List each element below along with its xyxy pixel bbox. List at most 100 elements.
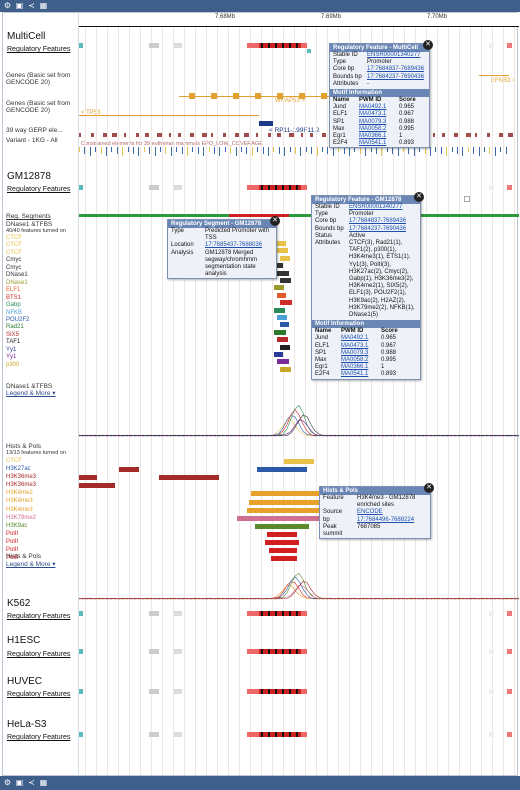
gerp-element[interactable] [268, 133, 271, 137]
gear-icon[interactable]: ⚙ [3, 778, 12, 787]
reg-feature-mark[interactable] [282, 732, 284, 737]
popup-value[interactable]: ENCODE [357, 509, 383, 516]
reg-feature[interactable] [507, 185, 512, 190]
gerp-element[interactable] [277, 133, 281, 137]
reg-feature-mark[interactable] [268, 649, 270, 654]
variant-mark[interactable] [208, 147, 210, 152]
popup-value[interactable]: 17:7684837-7689436 [367, 66, 425, 73]
multicell-reg-features-link[interactable]: Regulatory Features [7, 46, 71, 53]
reg-feature[interactable] [507, 649, 512, 654]
reg-feature-mark[interactable] [261, 649, 263, 654]
reg-feature[interactable] [507, 689, 512, 694]
motif-cell[interactable]: MA0058.2 [359, 125, 387, 132]
variant-mark[interactable] [327, 147, 329, 154]
hist-block[interactable] [284, 459, 314, 464]
gerp-element[interactable] [499, 133, 503, 137]
hist-block[interactable] [79, 475, 97, 481]
variant-mark[interactable] [386, 147, 388, 152]
reg-feature-mark[interactable] [282, 611, 284, 616]
variant-mark[interactable] [230, 147, 232, 154]
gerp-element[interactable] [112, 133, 117, 137]
tf-binding-site[interactable] [274, 307, 285, 313]
variant-mark[interactable] [392, 147, 394, 154]
reg-feature[interactable] [174, 611, 182, 616]
variant-mark[interactable] [197, 147, 199, 154]
reg-segments-label[interactable]: Reg. Segments [6, 213, 51, 220]
reg-feature-mark[interactable] [261, 185, 263, 190]
tf-binding-site[interactable] [280, 322, 289, 328]
variant-mark[interactable] [316, 147, 318, 156]
gerp-element[interactable] [475, 133, 477, 137]
motif-cell[interactable]: MA0079.3 [359, 118, 387, 125]
gerp-element[interactable] [244, 133, 249, 137]
reg-feature-mark[interactable] [275, 689, 277, 694]
reg-feature[interactable] [79, 732, 83, 737]
variant-mark[interactable] [122, 147, 124, 156]
close-icon[interactable]: ✕ [414, 192, 424, 202]
tf-binding-site[interactable] [277, 248, 288, 254]
variant-mark[interactable] [473, 147, 475, 154]
grid-icon[interactable]: ▦ [39, 1, 48, 10]
variant-mark[interactable] [424, 147, 426, 154]
reg-feature[interactable] [79, 689, 83, 694]
reg-feature[interactable] [507, 43, 512, 48]
reg-feature[interactable] [79, 43, 83, 48]
reg-feature-mark[interactable] [289, 649, 291, 654]
gerp-element[interactable] [235, 133, 239, 137]
reg-feature[interactable] [174, 689, 182, 694]
variant-mark[interactable] [322, 147, 323, 152]
gerp-element[interactable] [256, 133, 258, 137]
variant-mark[interactable] [257, 147, 259, 152]
gene-exon[interactable] [233, 93, 239, 99]
tf-binding-site[interactable] [277, 359, 289, 365]
variant-mark[interactable] [149, 147, 151, 154]
variant-mark[interactable] [241, 147, 242, 152]
motif-cell[interactable]: MA0473.1 [341, 342, 369, 349]
variant-mark[interactable] [224, 147, 226, 152]
variant-mark[interactable] [376, 147, 377, 154]
gerp-element[interactable] [190, 133, 194, 137]
reg-feature[interactable] [79, 611, 83, 616]
hist-block[interactable] [265, 540, 299, 545]
reg-feature-mark[interactable] [282, 43, 284, 48]
variant-mark[interactable] [273, 147, 275, 152]
hist-block[interactable] [159, 475, 219, 480]
motif-cell[interactable]: MA0473.1 [359, 111, 387, 118]
reg-feature-mark[interactable] [289, 689, 291, 694]
hist-block[interactable] [247, 507, 347, 513]
gerp-element[interactable] [310, 133, 313, 137]
variant-mark[interactable] [403, 147, 404, 152]
gerp-element[interactable] [178, 133, 181, 137]
variant-mark[interactable] [300, 147, 302, 156]
reg-feature-mark[interactable] [268, 689, 270, 694]
tf-binding-site[interactable] [274, 241, 286, 246]
gerp-element[interactable] [124, 133, 126, 137]
hists-pols-label[interactable]: Hists & Pols [6, 443, 42, 450]
tf-binding-site[interactable] [280, 344, 290, 350]
reg-feature-mark[interactable] [296, 185, 298, 190]
gene-wrap53[interactable]: WRAP53 > [275, 98, 305, 104]
reg-feature-mark[interactable] [296, 732, 298, 737]
variant-mark[interactable] [343, 147, 345, 154]
variant-mark[interactable] [284, 147, 286, 156]
tf-binding-site[interactable] [274, 285, 284, 291]
gerp-track-label[interactable]: 39 way GERP ele... [6, 127, 63, 134]
variant-mark[interactable] [305, 147, 307, 152]
gerp-element[interactable] [211, 133, 213, 137]
popup-value[interactable]: 17:7684837-7689436 [349, 218, 407, 225]
gene-tp53[interactable]: < TP53 [81, 110, 101, 116]
variant-mark[interactable] [251, 147, 253, 156]
share-icon[interactable]: ≺ [28, 1, 35, 10]
gene-exon[interactable] [321, 93, 327, 99]
image-icon[interactable]: ▣ [15, 1, 24, 10]
variant-mark[interactable] [440, 147, 442, 154]
reg-feature[interactable] [489, 185, 494, 190]
variant-mark[interactable] [494, 147, 496, 156]
gerp-element[interactable] [442, 133, 445, 137]
variant-mark[interactable] [160, 147, 161, 152]
popup-value[interactable]: 17:7684237-7690436 [349, 225, 407, 232]
variant-mark[interactable] [176, 147, 178, 152]
variant-mark[interactable] [295, 147, 296, 154]
reg-feature[interactable] [79, 649, 83, 654]
variant-track-label[interactable]: Variant - 1KG - All [6, 137, 58, 144]
